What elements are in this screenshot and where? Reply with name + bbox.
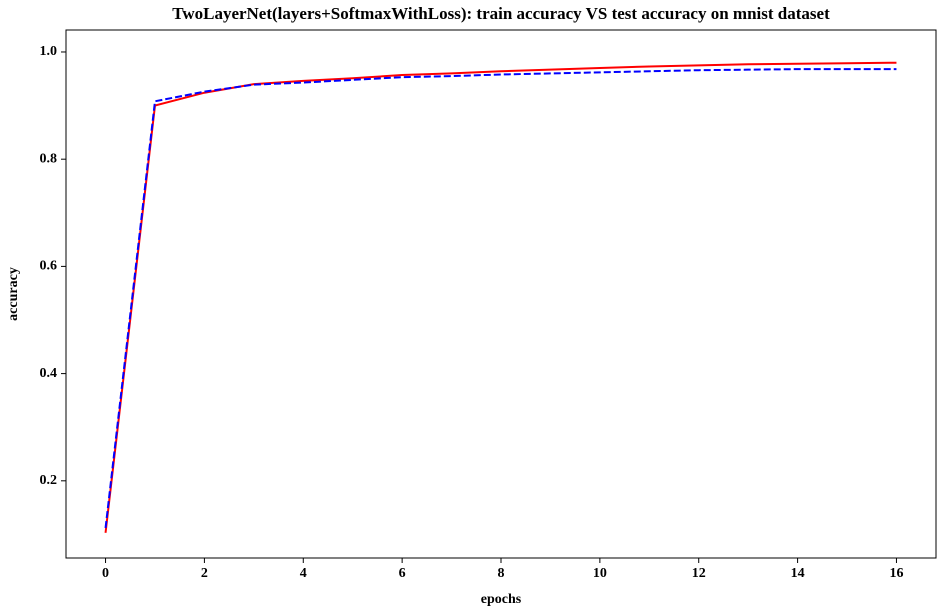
x-tick-label: 16 [889, 566, 903, 581]
y-tick-label: 0.6 [40, 259, 58, 274]
x-tick-label: 6 [399, 566, 406, 581]
chart-title: TwoLayerNet(layers+SoftmaxWithLoss): tra… [172, 4, 830, 23]
x-tick-label: 10 [593, 566, 607, 581]
x-tick-label: 14 [791, 566, 805, 581]
y-tick-label: 0.2 [40, 473, 58, 488]
y-tick-label: 0.4 [40, 366, 58, 381]
line-series [104, 68, 897, 529]
x-tick-label: 12 [692, 566, 706, 581]
y-tick-label: 0.8 [40, 151, 58, 166]
y-tick-label: 1.0 [40, 44, 58, 59]
y-axis-label: accuracy [6, 267, 21, 321]
x-tick-label: 0 [102, 566, 109, 581]
x-axis-label: epochs [481, 592, 522, 607]
plot-frame [65, 29, 937, 559]
x-tick-label: 4 [300, 566, 307, 581]
line-series [104, 61, 897, 533]
x-tick-label: 2 [201, 566, 208, 581]
x-tick-label: 8 [498, 566, 505, 581]
